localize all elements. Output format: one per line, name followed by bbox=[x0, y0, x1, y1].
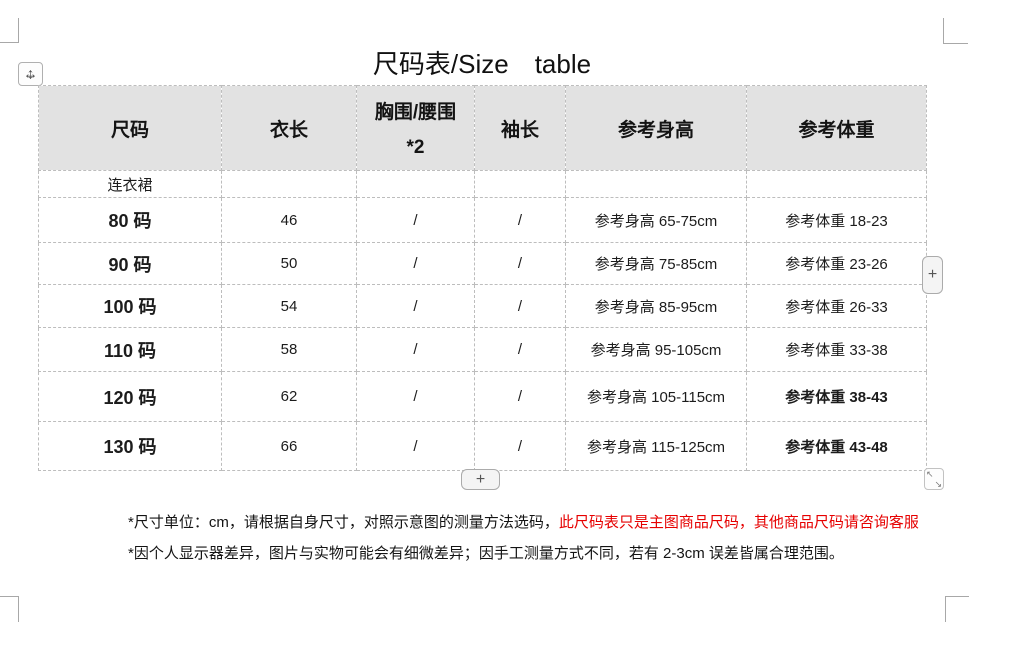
cell-ref-weight[interactable]: 参考体重 23-26 bbox=[746, 242, 927, 285]
footnote-line1: *尺寸单位：cm，请根据自身尺寸，对照示意图的测量方法选码，此尺码表只是主图商品… bbox=[128, 511, 919, 532]
cell-length[interactable]: 54 bbox=[221, 284, 357, 328]
cell-ref-weight[interactable]: 参考体重 18-23 bbox=[746, 197, 927, 243]
cell-ref-weight[interactable]: 参考体重 38-43 bbox=[746, 371, 927, 422]
header-sleeve[interactable]: 袖长 bbox=[474, 85, 566, 171]
cell-ref-height[interactable]: 参考身高 75-85cm bbox=[565, 242, 747, 285]
margin-mark-bottom-left-icon bbox=[0, 596, 19, 622]
cell-length[interactable]: 50 bbox=[221, 242, 357, 285]
plus-icon: + bbox=[475, 470, 486, 488]
margin-mark-top-right-icon bbox=[943, 18, 968, 44]
cell-sleeve[interactable]: / bbox=[474, 371, 566, 422]
cell-length[interactable]: 46 bbox=[221, 197, 357, 243]
cell-size[interactable]: 110 码 bbox=[38, 327, 222, 372]
cell-size[interactable]: 120 码 bbox=[38, 371, 222, 422]
move-icon: ↔ bbox=[23, 65, 38, 83]
cell-sleeve[interactable]: / bbox=[474, 421, 566, 471]
add-row-button[interactable]: + bbox=[461, 469, 500, 490]
cell-size[interactable]: 130 码 bbox=[38, 421, 222, 471]
cell-empty[interactable] bbox=[565, 170, 747, 198]
cell-ref-height[interactable]: 参考身高 95-105cm bbox=[565, 327, 747, 372]
header-size[interactable]: 尺码 bbox=[38, 85, 222, 171]
cell-length[interactable]: 58 bbox=[221, 327, 357, 372]
cell-bust[interactable]: / bbox=[356, 371, 475, 422]
header-bust-waist[interactable]: 胸围/腰围 *2 bbox=[356, 85, 475, 171]
cell-sleeve[interactable]: / bbox=[474, 284, 566, 328]
cell-bust[interactable]: / bbox=[356, 242, 475, 285]
page-title: 尺码表/Size table bbox=[38, 48, 926, 81]
header-length[interactable]: 衣长 bbox=[221, 85, 357, 171]
table-row: 120 码 62 / / 参考身高 105-115cm 参考体重 38-43 bbox=[38, 371, 927, 422]
title-chinese: 尺码表 bbox=[372, 50, 451, 79]
cell-sleeve[interactable]: / bbox=[474, 242, 566, 285]
table-move-handle[interactable]: ↔ ↕ bbox=[18, 62, 43, 86]
footnote-line1-red: 此尺码表只是主图商品尺码，其他商品尺码请咨询客服 bbox=[558, 514, 919, 531]
size-table: 尺码 衣长 胸围/腰围 *2 袖长 参考身高 参考体重 连衣裙 bbox=[38, 85, 927, 471]
resize-arrow-se-icon: ↘ bbox=[934, 479, 942, 489]
table-row: 130 码 66 / / 参考身高 115-125cm 参考体重 43-48 bbox=[38, 421, 927, 471]
table-resize-handle[interactable]: ↖ ↘ bbox=[924, 468, 944, 490]
cell-ref-weight[interactable]: 参考体重 43-48 bbox=[746, 421, 927, 471]
footnote-line1-black: *尺寸单位：cm，请根据自身尺寸，对照示意图的测量方法选码， bbox=[128, 514, 559, 531]
table-header-row: 尺码 衣长 胸围/腰围 *2 袖长 参考身高 参考体重 bbox=[38, 85, 927, 171]
table-row: 80 码 46 / / 参考身高 65-75cm 参考体重 18-23 bbox=[38, 197, 927, 243]
cell-length[interactable]: 66 bbox=[221, 421, 357, 471]
footnote-line2: *因个人显示器差异，图片与实物可能会有细微差异；因手工测量方式不同，若有 2-3… bbox=[128, 545, 844, 562]
cell-ref-weight[interactable]: 参考体重 33-38 bbox=[746, 327, 927, 372]
cell-bust[interactable]: / bbox=[356, 421, 475, 471]
cell-sleeve[interactable]: / bbox=[474, 197, 566, 243]
cell-ref-height[interactable]: 参考身高 85-95cm bbox=[565, 284, 747, 328]
cell-ref-weight[interactable]: 参考体重 26-33 bbox=[746, 284, 927, 328]
cell-empty[interactable] bbox=[474, 170, 566, 198]
cell-empty[interactable] bbox=[356, 170, 475, 198]
header-ref-height[interactable]: 参考身高 bbox=[565, 85, 747, 171]
cell-ref-height[interactable]: 参考身高 105-115cm bbox=[565, 371, 747, 422]
header-bust-waist-line1: 胸围/腰围 bbox=[374, 102, 457, 123]
cell-ref-height[interactable]: 参考身高 115-125cm bbox=[565, 421, 747, 471]
insert-row-right-button[interactable]: + bbox=[922, 256, 943, 294]
margin-mark-bottom-right-icon bbox=[945, 596, 969, 622]
move-icon: ↕ bbox=[26, 65, 35, 83]
margin-mark-top-left-icon bbox=[0, 18, 19, 43]
table-row: 90 码 50 / / 参考身高 75-85cm 参考体重 23-26 bbox=[38, 242, 927, 285]
category-row: 连衣裙 bbox=[38, 170, 927, 198]
cell-bust[interactable]: / bbox=[356, 284, 475, 328]
table-row: 100 码 54 / / 参考身高 85-95cm 参考体重 26-33 bbox=[38, 284, 927, 328]
header-ref-weight[interactable]: 参考体重 bbox=[746, 85, 927, 171]
cell-ref-height[interactable]: 参考身高 65-75cm bbox=[565, 197, 747, 243]
cell-size[interactable]: 80 码 bbox=[38, 197, 222, 243]
header-bust-waist-line2: *2 bbox=[406, 137, 425, 158]
cell-bust[interactable]: / bbox=[356, 327, 475, 372]
table-row: 110 码 58 / / 参考身高 95-105cm 参考体重 33-38 bbox=[38, 327, 927, 372]
cell-sleeve[interactable]: / bbox=[474, 327, 566, 372]
title-english: /Size table bbox=[450, 49, 592, 79]
cell-empty[interactable] bbox=[221, 170, 357, 198]
cell-length[interactable]: 62 bbox=[221, 371, 357, 422]
cell-bust[interactable]: / bbox=[356, 197, 475, 243]
cell-category[interactable]: 连衣裙 bbox=[38, 170, 222, 198]
cell-size[interactable]: 90 码 bbox=[38, 242, 222, 285]
plus-icon: + bbox=[927, 266, 938, 283]
cell-size[interactable]: 100 码 bbox=[38, 284, 222, 328]
resize-arrow-nw-icon: ↖ bbox=[926, 469, 934, 479]
cell-empty[interactable] bbox=[746, 170, 927, 198]
